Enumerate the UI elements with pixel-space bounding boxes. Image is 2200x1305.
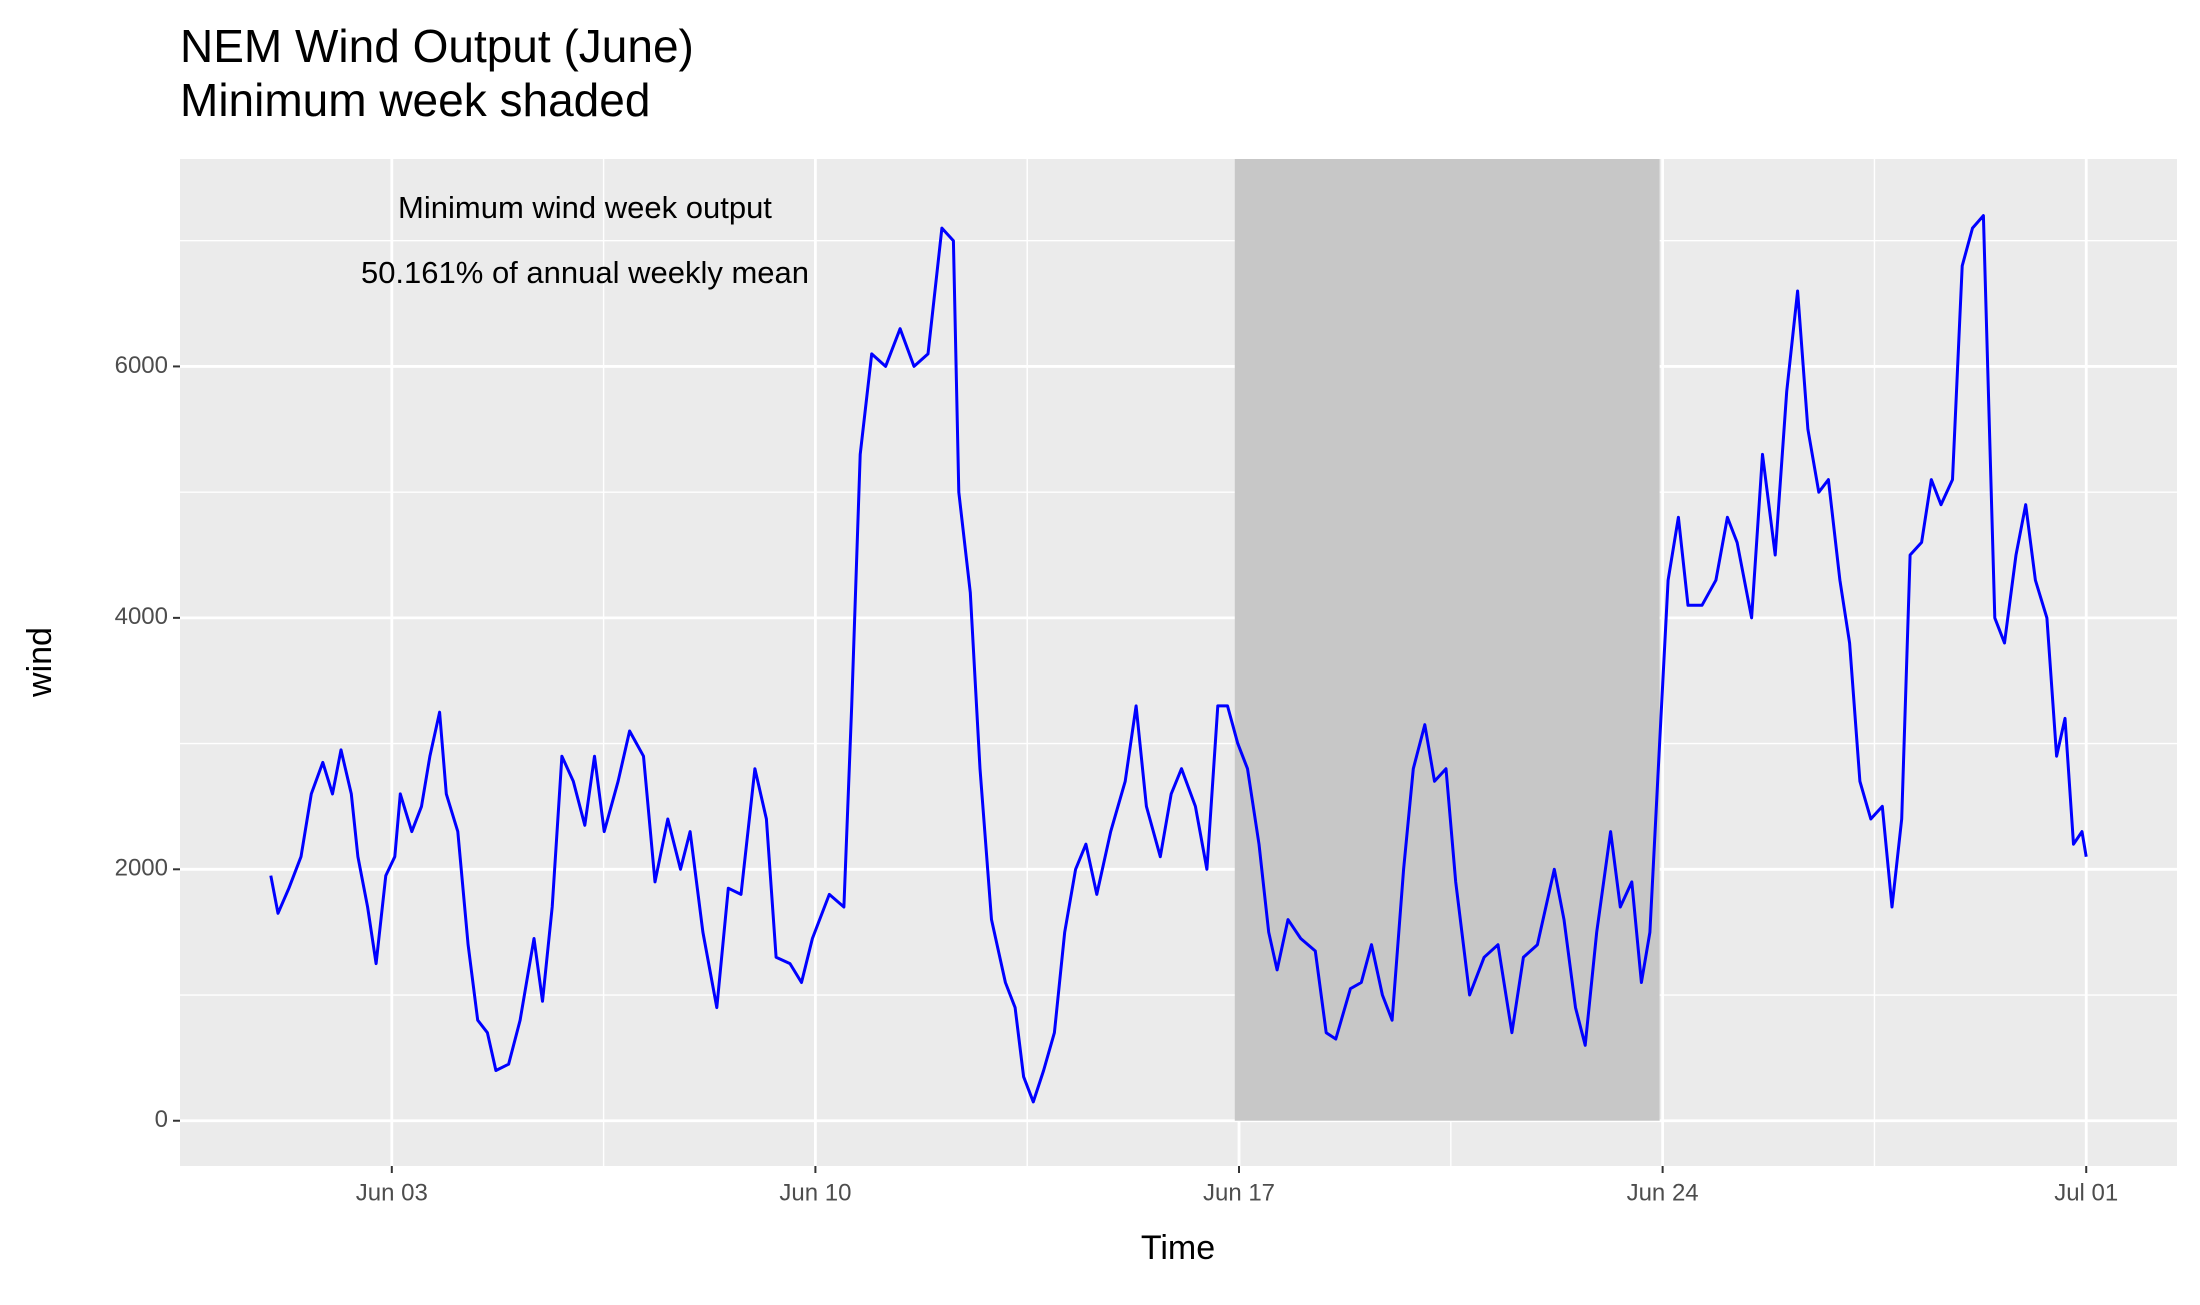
plot-panel: [180, 159, 2177, 1166]
x-tick-label: Jun 24: [1627, 1179, 1699, 1206]
y-tick-label: 4000: [115, 603, 168, 630]
annotation: 50.161% of annual weekly mean: [361, 255, 809, 290]
shaded-week: [1234, 159, 1660, 1121]
y-tick-label: 2000: [115, 855, 168, 882]
wind-line: [269, 214, 2088, 1104]
x-tick-label: Jun 03: [356, 1179, 428, 1206]
y-axis-title: wind: [21, 627, 59, 698]
chart-subtitle: Minimum week shaded: [180, 74, 650, 126]
x-tick-label: Jun 17: [1203, 1179, 1275, 1206]
y-tick-label: 0: [155, 1106, 168, 1133]
chart-title: NEM Wind Output (June): [180, 20, 694, 72]
x-tick-label: Jul 01: [2054, 1179, 2118, 1206]
x-tick-label: Jun 10: [779, 1179, 851, 1206]
y-tick-label: 6000: [115, 352, 168, 379]
x-axis-title: Time: [1141, 1229, 1215, 1267]
annotation: Minimum wind week output: [398, 190, 772, 225]
